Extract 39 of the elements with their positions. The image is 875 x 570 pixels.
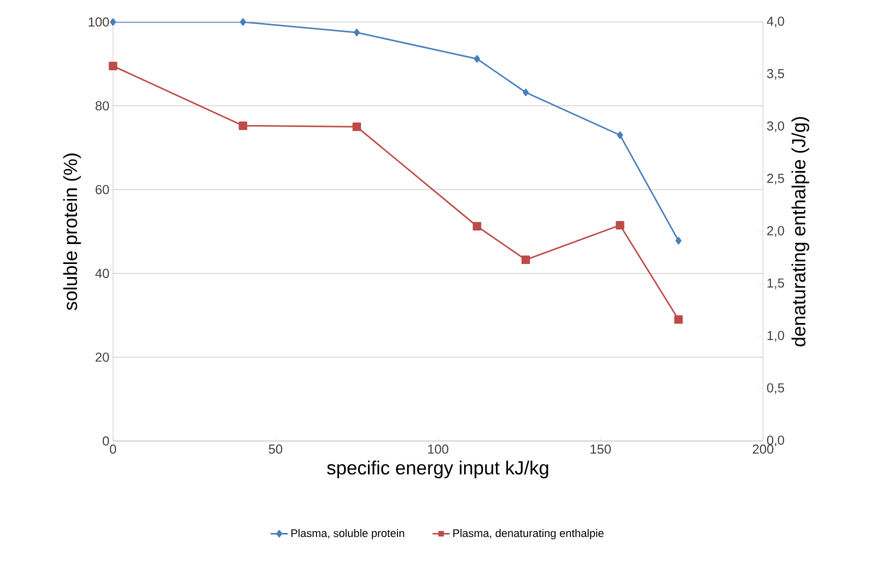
point bbox=[472, 222, 482, 231]
point bbox=[522, 256, 530, 264]
x-tick-label: 100 bbox=[428, 444, 448, 454]
y2-tick-label: 4,0 bbox=[766, 16, 784, 28]
y2-tick-label: 3,0 bbox=[767, 121, 784, 132]
legend-label: Plasma, denaturating enthalpie bbox=[453, 529, 604, 540]
y-tick-label: 20 bbox=[96, 352, 109, 362]
x-tick-label: 0 bbox=[110, 444, 116, 454]
point bbox=[110, 18, 116, 26]
point bbox=[617, 131, 624, 139]
y2-tick-label: 2,5 bbox=[767, 174, 784, 184]
point bbox=[238, 121, 248, 130]
y-axis-title: soluble protein (%) bbox=[63, 154, 81, 310]
y2-tick-label: 2,0 bbox=[767, 226, 784, 237]
point bbox=[674, 315, 683, 324]
y2-tick-label: 0,0 bbox=[767, 436, 784, 446]
point bbox=[108, 62, 118, 70]
legend-label: Plasma, soluble protein bbox=[291, 529, 404, 540]
point bbox=[354, 28, 360, 36]
point bbox=[676, 236, 682, 244]
y-tick-label: 80 bbox=[96, 101, 109, 110]
y-tick-label: 60 bbox=[96, 184, 109, 194]
y-tick-label: 0 bbox=[102, 436, 109, 446]
point bbox=[352, 122, 362, 131]
point bbox=[240, 18, 246, 26]
point bbox=[474, 55, 480, 63]
point bbox=[616, 220, 624, 230]
x-tick-label: 200 bbox=[752, 444, 774, 454]
x-tick-label: 50 bbox=[268, 444, 282, 454]
y2-tick-label: 1,5 bbox=[768, 278, 784, 290]
y2-tick-label: 3,5 bbox=[767, 69, 784, 80]
y-tick-label: 40 bbox=[95, 268, 109, 278]
point bbox=[522, 88, 529, 96]
x-axis-title: specific energy input kJ/kg bbox=[327, 460, 548, 478]
x-tick-label: 150 bbox=[590, 444, 611, 454]
y-tick-label: 100 bbox=[88, 17, 109, 27]
y2-tick-label: 0,5 bbox=[767, 383, 784, 394]
y2-tick-label: 1,0 bbox=[768, 330, 784, 342]
y2-axis-title: denaturating enthalpie (J/g) bbox=[791, 117, 810, 346]
